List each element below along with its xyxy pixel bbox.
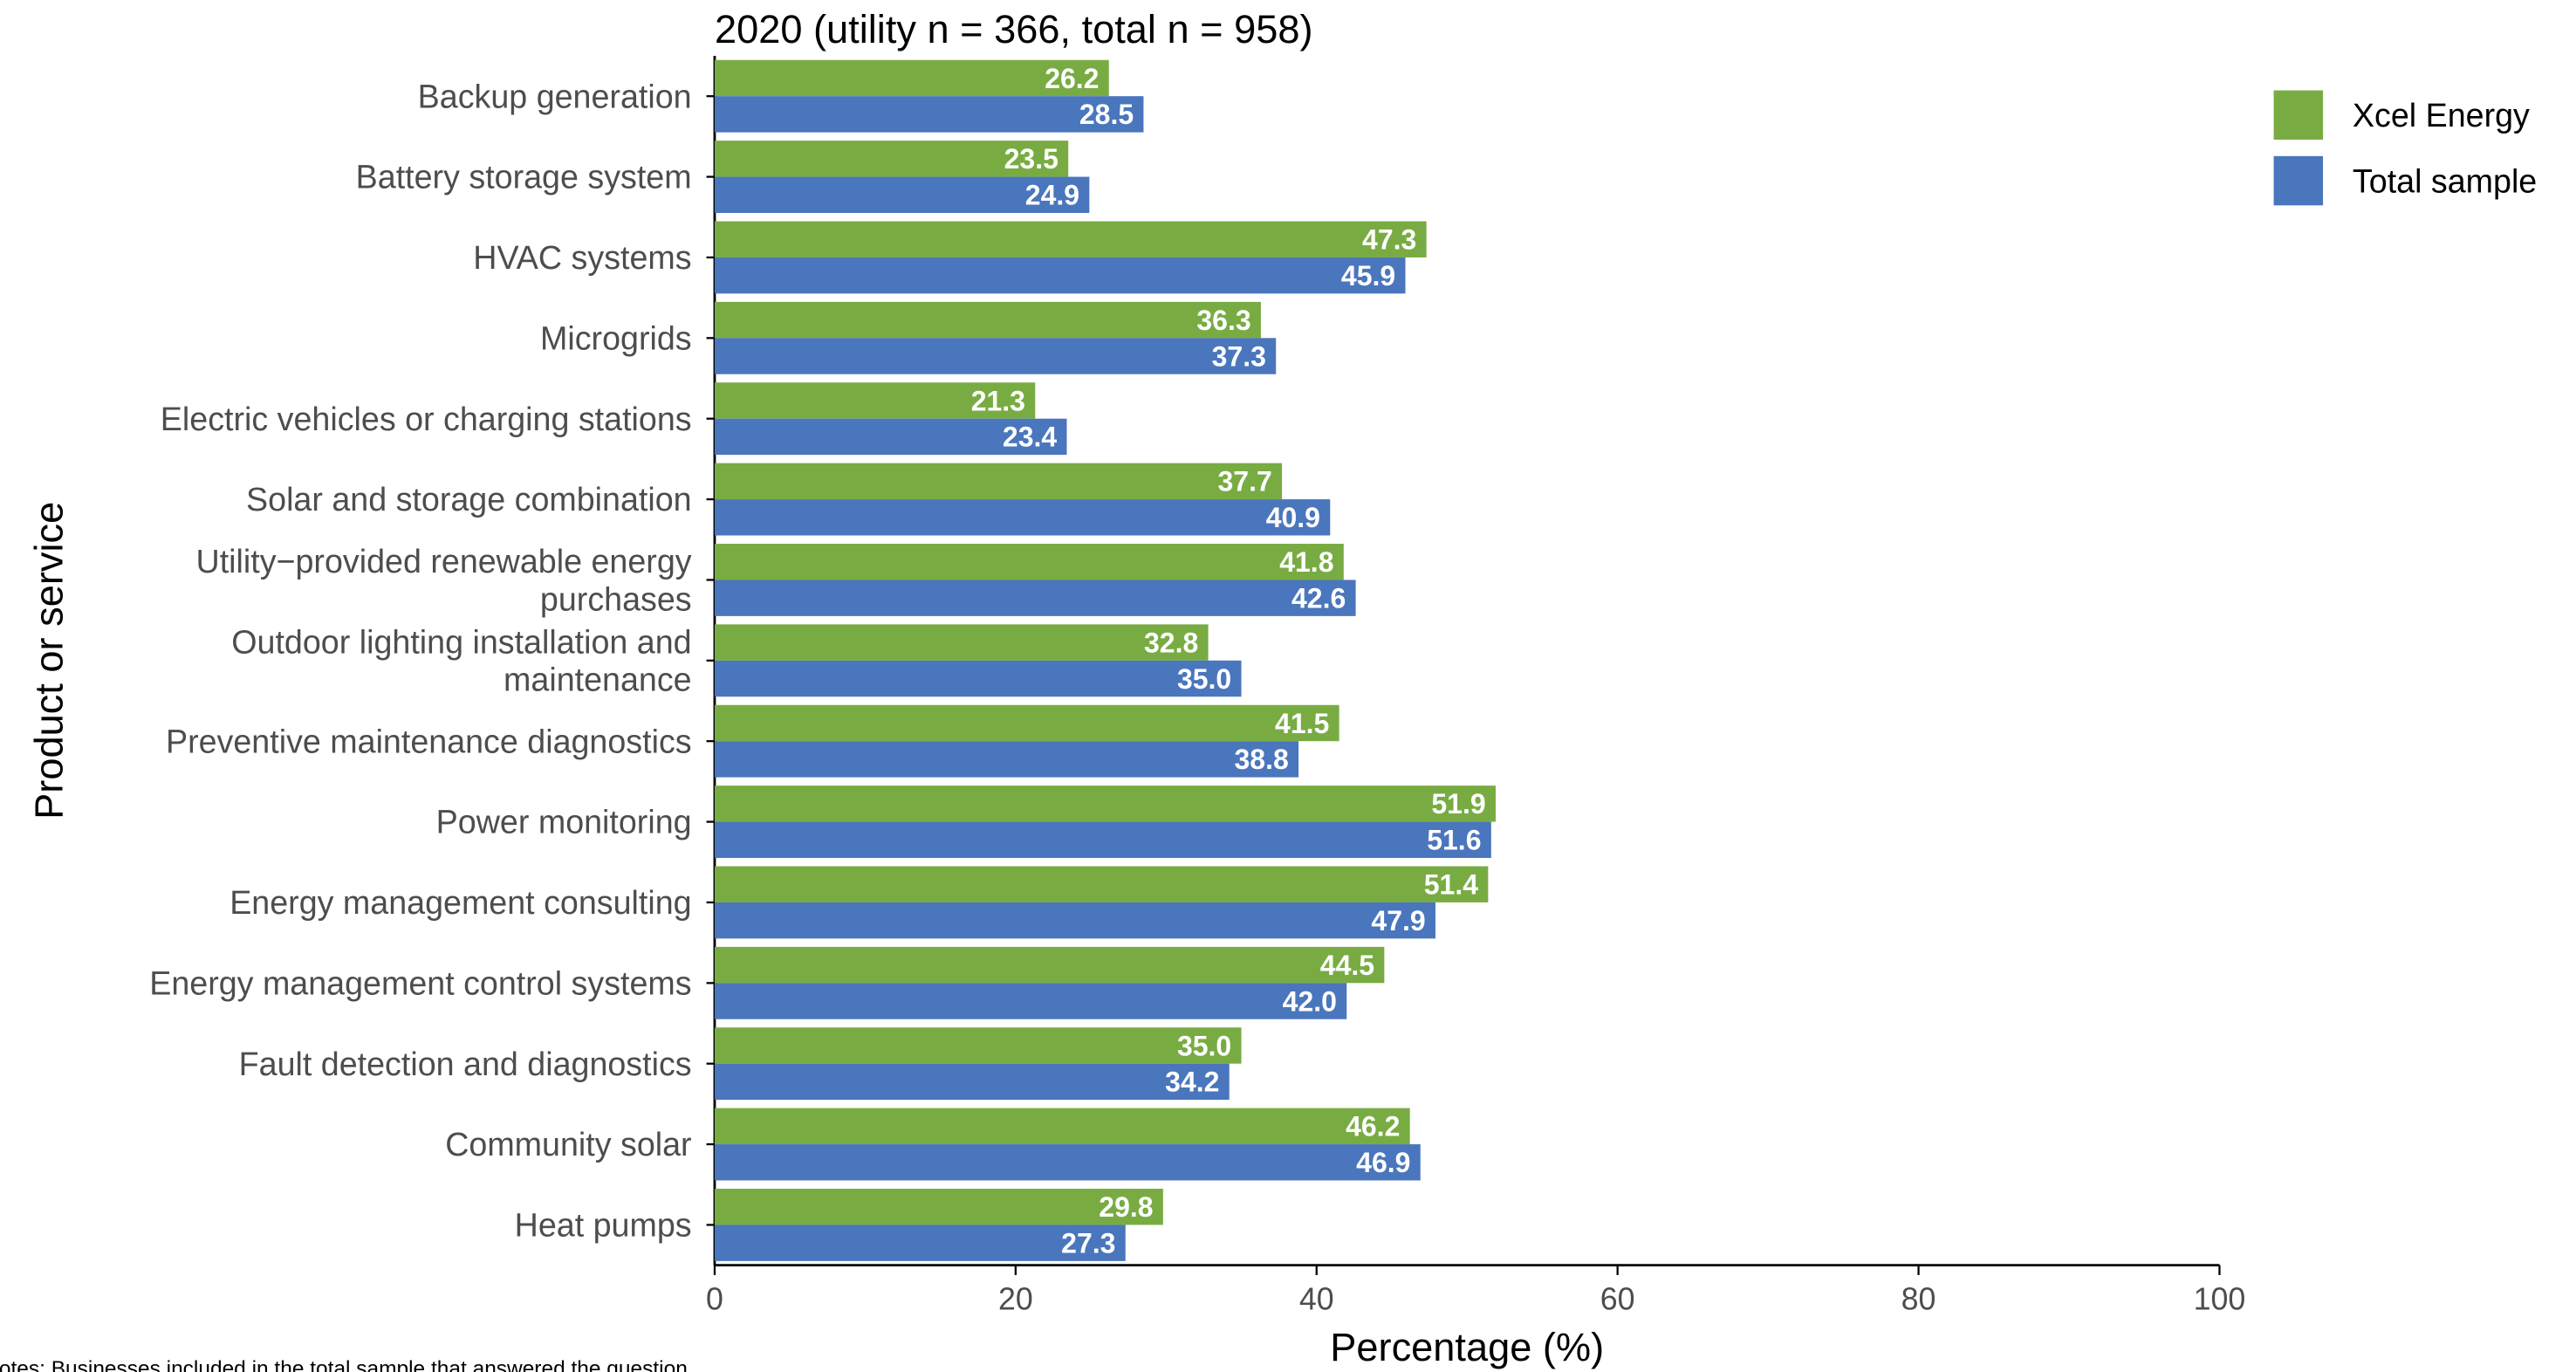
data-label: 44.5 [1320,950,1374,981]
bar [714,141,1069,177]
bar [714,821,1491,858]
bar [714,1027,1242,1064]
data-label: 28.5 [1079,99,1134,130]
bar [714,301,1261,339]
x-axis-label: Percentage (%) [1330,1325,1604,1369]
legend-swatch [2273,90,2324,141]
y-axis-label: Product or service [27,502,72,820]
data-label: 23.5 [1004,143,1058,175]
bar [714,785,1496,822]
y-tick-label: maintenance [504,662,692,698]
data-label: 32.8 [1144,627,1198,658]
bar [714,176,1090,213]
y-tick-label: Solar and storage combination [246,481,692,518]
bar [714,257,1406,294]
y-tick-label: Power monitoring [436,804,692,840]
x-tick-label: 0 [706,1281,723,1316]
y-tick-label: Energy management control systems [149,964,691,1001]
bar [714,660,1242,697]
bar [714,1108,1410,1145]
data-label: 26.2 [1045,63,1099,94]
legend-swatch [2273,155,2324,206]
data-label: 41.8 [1279,546,1333,578]
bar [714,382,1036,419]
data-label: 34.2 [1165,1067,1219,1098]
x-tick-label: 20 [998,1281,1033,1316]
y-tick-label: Energy management consulting [230,884,691,921]
data-label: 46.9 [1356,1147,1410,1178]
y-tick-label: purchases [540,580,692,617]
y-tick-label: Community solar [445,1126,691,1163]
data-label: 41.5 [1275,708,1329,739]
legend-label: Xcel Energy [2353,97,2530,134]
data-label: 27.3 [1061,1227,1115,1259]
bar [714,221,1427,257]
data-label: 21.3 [971,385,1025,416]
bar [714,418,1067,456]
data-label: 46.2 [1346,1111,1400,1142]
bar [714,983,1347,1019]
bar [714,1225,1126,1261]
data-label: 51.9 [1431,788,1485,820]
bar [714,946,1385,984]
bar [714,96,1144,133]
data-label: 29.8 [1099,1191,1153,1223]
bar [714,704,1339,742]
x-tick-label: 40 [1299,1281,1334,1316]
legend-label: Total sample [2353,162,2537,199]
bar [714,902,1435,939]
bar [714,866,1489,902]
data-label: 24.9 [1025,180,1079,211]
x-tick-label: 80 [1901,1281,1936,1316]
bar [714,1144,1421,1181]
y-tick-label: Backup generation [418,78,692,114]
x-tick-label: 60 [1600,1281,1635,1316]
data-label: 40.9 [1266,502,1320,533]
bar [714,580,1356,616]
bar [714,1063,1230,1101]
data-label: 35.0 [1177,1030,1231,1061]
data-label: 51.6 [1427,825,1481,856]
data-label: 37.7 [1218,466,1272,497]
data-label: 51.4 [1424,869,1478,901]
data-label: 36.3 [1196,305,1250,336]
data-label: 42.0 [1283,985,1337,1017]
data-label: 47.9 [1371,905,1425,936]
y-tick-label: Heat pumps [515,1207,692,1244]
y-tick-label: Outdoor lighting installation and [231,623,691,660]
data-label: 38.8 [1234,744,1288,775]
data-label: 37.3 [1212,340,1266,372]
y-tick-label: Battery storage system [356,159,692,196]
bar [714,544,1344,580]
bar [714,499,1331,536]
note: Notes: Businesses included in the total … [0,1357,688,1372]
y-tick-label: HVAC systems [473,239,691,276]
y-tick-label: Utility−provided renewable energy [196,543,692,580]
bar [714,1189,1163,1225]
data-label: 45.9 [1341,260,1395,292]
bar [714,59,1109,97]
y-tick-label: Microgrids [540,319,692,356]
bar [714,463,1283,500]
bar [714,338,1277,374]
data-label: 42.6 [1291,582,1346,614]
bar [714,624,1209,661]
data-label: 47.3 [1362,224,1416,256]
x-tick-label: 100 [2194,1281,2246,1316]
chart-title: 2020 (utility n = 366, total n = 958) [715,7,1313,51]
data-label: 23.4 [1003,422,1057,453]
bar [714,741,1299,778]
y-tick-label: Preventive maintenance diagnostics [166,723,692,759]
y-tick-label: Electric vehicles or charging stations [161,401,692,437]
y-tick-label: Fault detection and diagnostics [239,1046,692,1082]
data-label: 35.0 [1177,663,1231,695]
